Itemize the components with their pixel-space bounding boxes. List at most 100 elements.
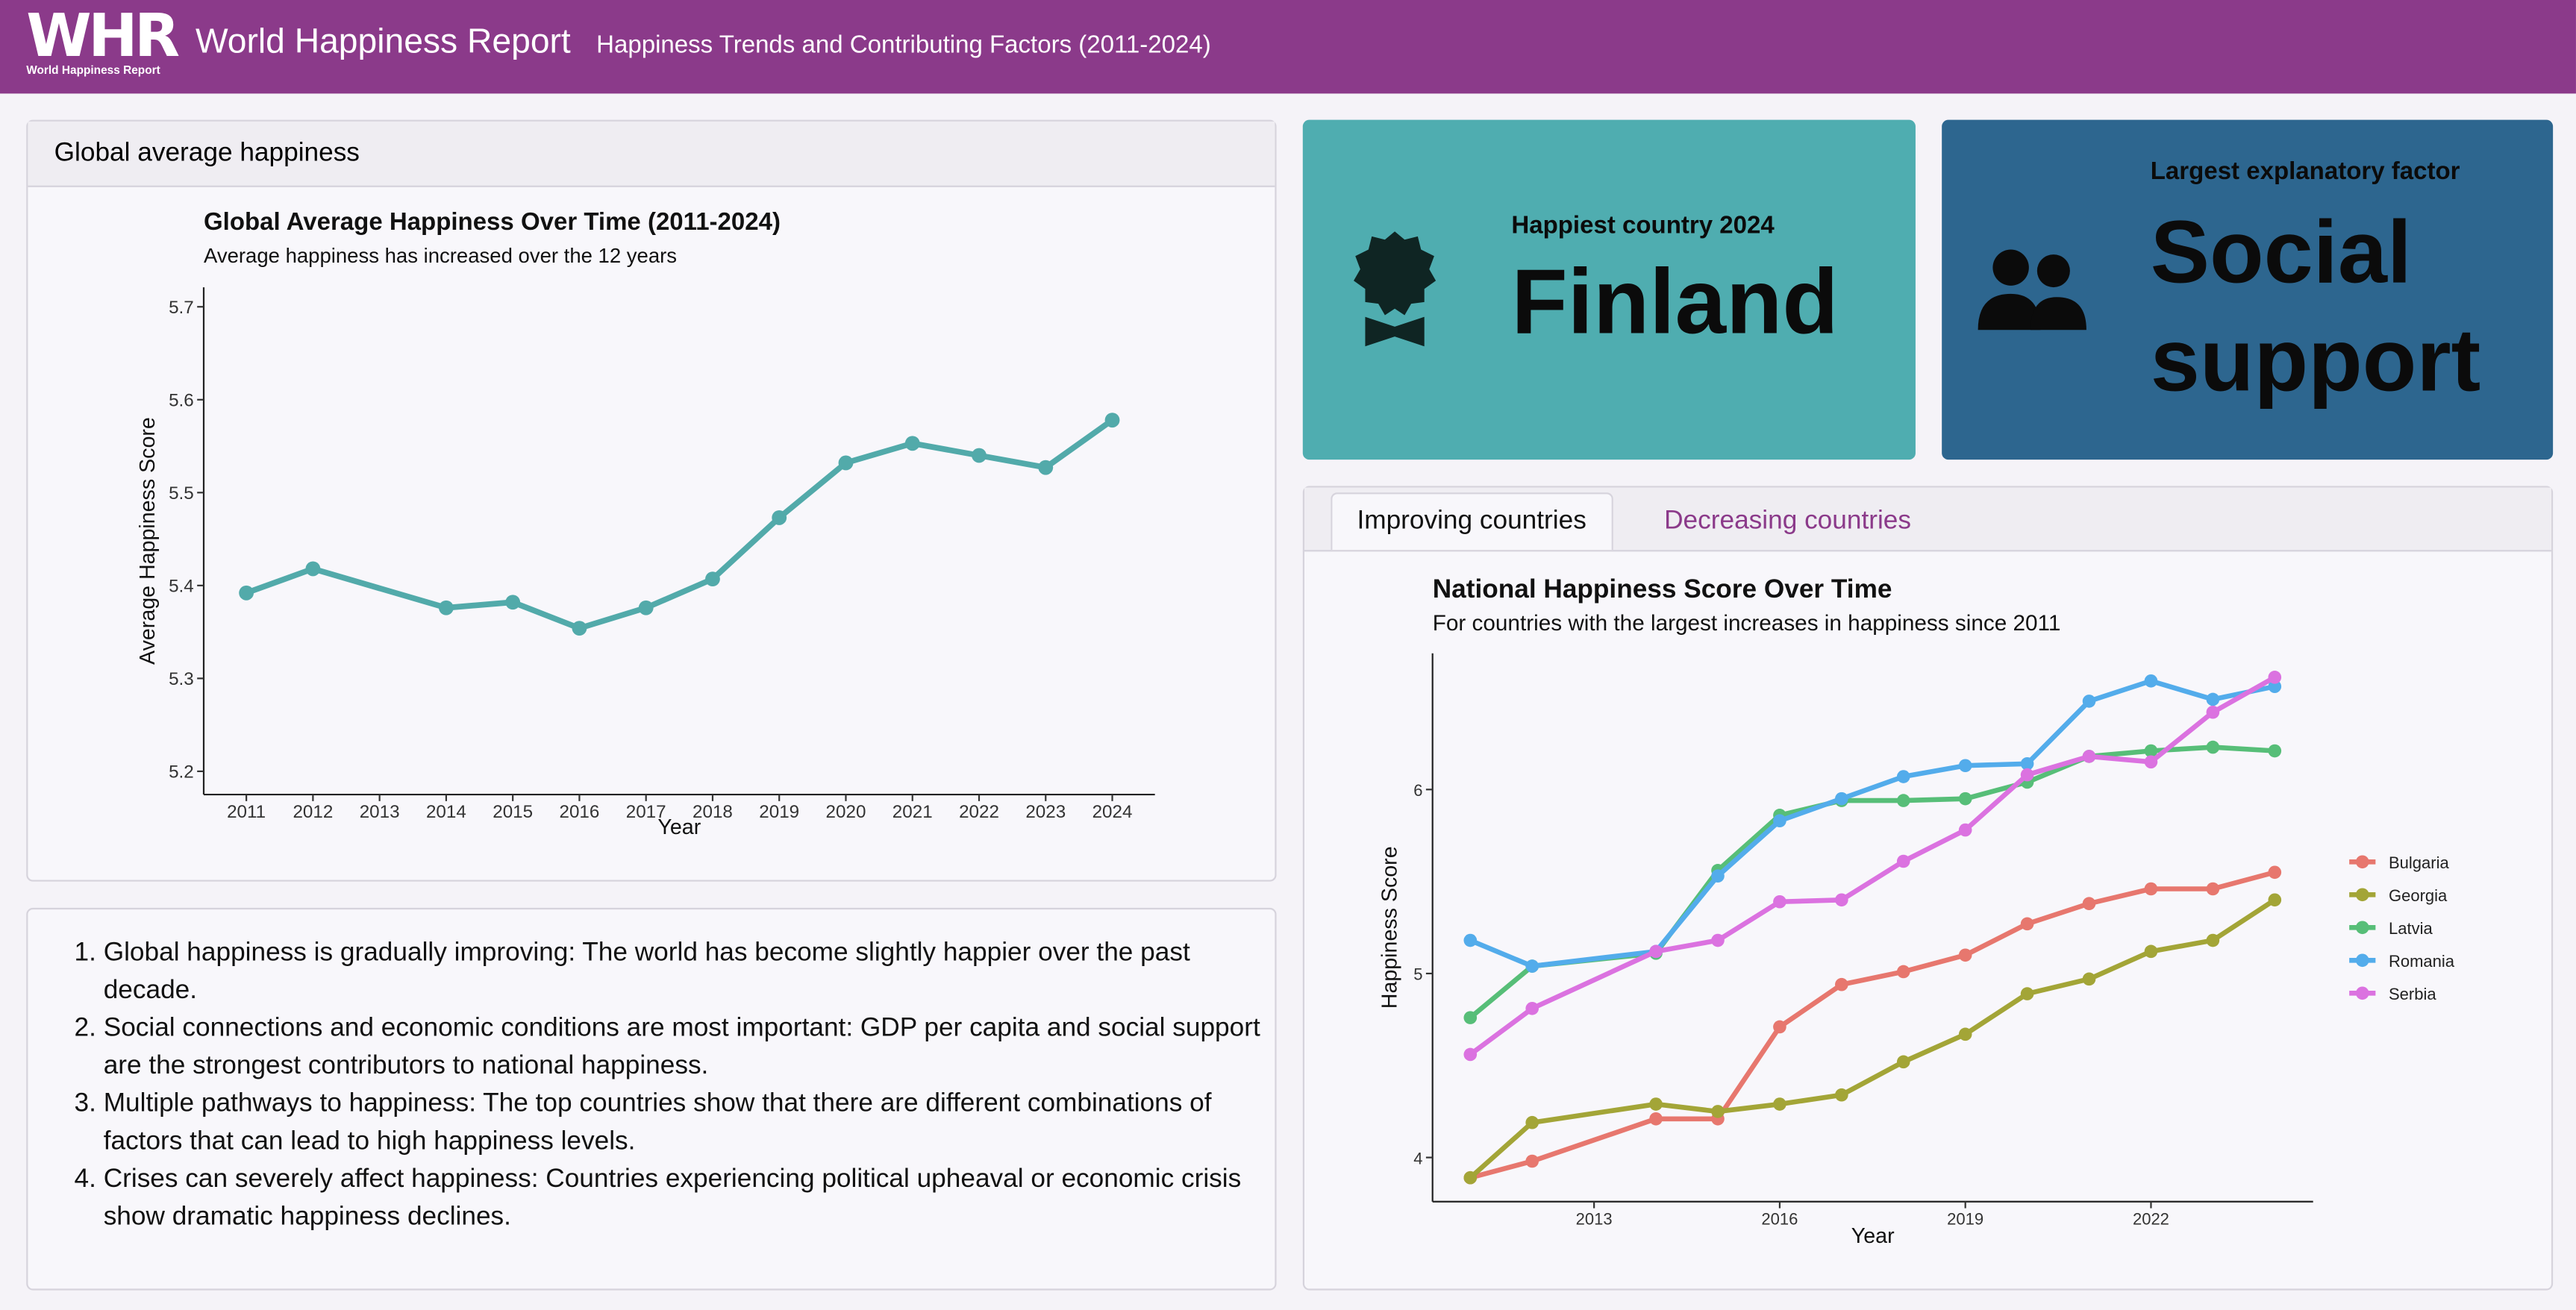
data-point (2020, 987, 2034, 1000)
data-point (2206, 692, 2220, 706)
data-point (1463, 933, 1478, 947)
chart-title: Global Average Happiness Over Time (2011… (204, 207, 781, 235)
legend-label: Romania (2389, 952, 2455, 971)
app-subtitle: Happiness Trends and Contributing Factor… (596, 31, 1211, 60)
series-line (1469, 674, 2276, 1057)
data-point (1525, 1001, 1539, 1015)
tab-bar: Improving countries Decreasing countries (1304, 487, 2551, 552)
x-tick-label: 2019 (1947, 1210, 1983, 1229)
app-title: World Happiness Report (195, 22, 571, 61)
data-point (2082, 750, 2096, 763)
value-box: Largest explanatory factor Social suppor… (1942, 119, 2554, 460)
x-tick-label: 2021 (892, 802, 933, 822)
x-tick-label: 2020 (826, 802, 866, 822)
value-box-label: Happiest country 2024 (1511, 211, 1775, 240)
y-tick-label: 5.7 (169, 298, 194, 318)
y-tick-label: 4 (1413, 1149, 1422, 1168)
x-tick-label: 2011 (227, 802, 266, 822)
chart-subtitle: For countries with the largest increases… (1433, 611, 2061, 636)
data-point (1896, 770, 1910, 783)
y-tick-label: 5.6 (169, 391, 194, 411)
data-point (305, 561, 321, 577)
y-tick-label: 5.3 (169, 669, 194, 689)
x-tick-label: 2022 (959, 802, 999, 822)
data-point (1038, 460, 1054, 475)
data-point (2020, 917, 2034, 931)
data-point (1463, 1047, 1478, 1062)
x-tick-label: 2018 (693, 802, 733, 822)
x-axis-title: Year (1851, 1224, 1895, 1248)
data-point (1896, 965, 1910, 979)
global-card: Global average happiness (26, 119, 1277, 882)
data-point (1835, 893, 1848, 907)
data-point (505, 595, 521, 610)
data-point (1649, 1097, 1663, 1111)
data-point (2020, 756, 2034, 771)
data-point (1773, 814, 1786, 828)
data-point (2082, 897, 2096, 911)
data-point (239, 585, 254, 601)
header: WHR World Happiness Report World Happine… (0, 0, 2576, 94)
legend-swatch (2355, 921, 2369, 935)
legend-swatch (2355, 986, 2369, 1000)
data-point (2206, 705, 2220, 719)
data-point (2268, 893, 2282, 907)
x-tick-label: 2017 (626, 802, 666, 822)
tab-card: Improving countries Decreasing countries (1302, 486, 2554, 1291)
data-point (1896, 1055, 1910, 1069)
data-point (2268, 680, 2282, 693)
value-box-value: Finland (1511, 249, 1839, 354)
data-point (1711, 1105, 1725, 1118)
legend-label: Georgia (2389, 886, 2448, 905)
data-point (1958, 792, 1972, 806)
data-point (1958, 1027, 1972, 1041)
x-axis-title: Year (657, 815, 701, 839)
data-point (2020, 768, 2034, 782)
x-tick-label: 2015 (493, 802, 533, 822)
y-tick-label: 5.2 (169, 762, 194, 783)
data-point (1463, 1011, 1478, 1024)
legend-label: Latvia (2389, 919, 2433, 938)
findings-list: Global happiness is gradually improving:… (28, 934, 1275, 1236)
data-point (1649, 1112, 1663, 1126)
findings-card: Global happiness is gradually improving:… (26, 907, 1277, 1291)
x-tick-label: 2024 (1092, 802, 1133, 822)
card-header: Global average happiness (28, 121, 1275, 187)
data-point (2144, 882, 2158, 896)
data-point (1711, 869, 1725, 883)
chart-title: National Happiness Score Over Time (1433, 574, 1892, 604)
legend-label: Serbia (2389, 985, 2436, 1003)
y-axis-title: Average Happiness Score (136, 417, 160, 665)
data-point (1463, 1170, 1478, 1185)
data-point (2206, 882, 2220, 896)
data-point (1525, 1154, 1539, 1168)
data-point (2268, 865, 2282, 880)
x-tick-label: 2014 (426, 802, 466, 822)
value-box-label: Largest explanatory factor (2150, 157, 2460, 186)
logo-caption: World Happiness Report (26, 66, 160, 78)
data-point (2082, 972, 2096, 986)
badge-icon (1354, 231, 1437, 347)
data-point (2082, 695, 2096, 708)
tab[interactable]: Decreasing countries (1664, 507, 1911, 536)
data-point (1104, 413, 1120, 428)
data-point (1835, 792, 1848, 806)
data-point (2144, 944, 2158, 959)
data-point (572, 621, 587, 636)
data-point (2144, 674, 2158, 688)
data-point (1525, 959, 1539, 973)
legend-swatch (2355, 888, 2369, 902)
data-point (705, 571, 720, 587)
data-point (772, 510, 787, 525)
x-tick-label: 2016 (559, 802, 599, 822)
data-point (972, 448, 987, 463)
value-box: Happiest country 2024 Finland (1302, 119, 1916, 460)
finding: Multiple pathways to happiness: The top … (104, 1085, 1275, 1161)
tab[interactable]: Improving countries (1331, 492, 1613, 551)
data-point (1773, 1020, 1786, 1034)
series-line (1469, 870, 2276, 1180)
x-tick-label: 2013 (360, 802, 400, 822)
data-point (1835, 1088, 1848, 1102)
